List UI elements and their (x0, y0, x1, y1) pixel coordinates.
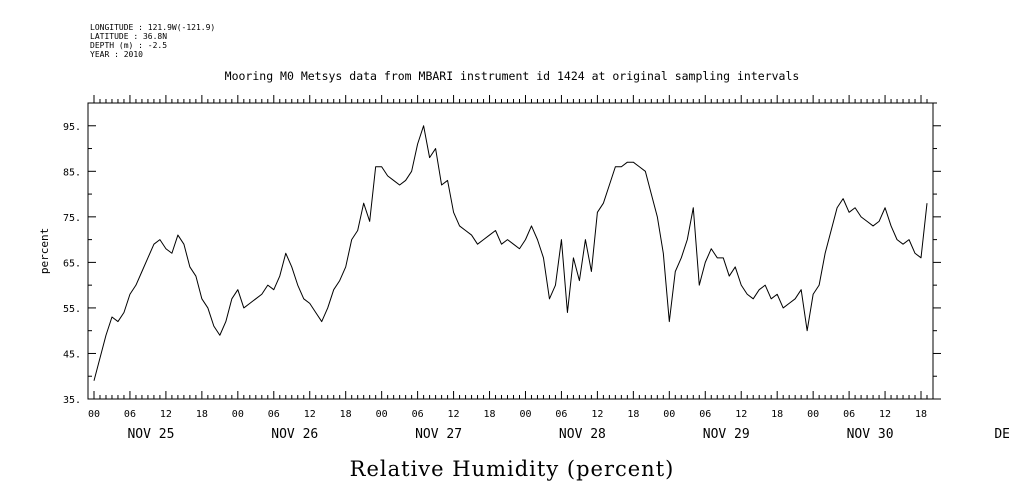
y-tick-label: 85. (63, 167, 81, 178)
x-tick-label: 06 (124, 409, 136, 420)
x-tick-label: 06 (843, 409, 855, 420)
date-label: NOV 28 (559, 427, 606, 442)
x-tick-label: 06 (412, 409, 424, 420)
data-series-layer (93, 125, 928, 381)
x-tick-label: 12 (448, 409, 460, 420)
station-metadata: LONGITUDE : 121.9W(-121.9) LATITUDE : 36… (90, 23, 215, 59)
x-tick-label: 00 (663, 409, 675, 420)
y-tick-label: 65. (63, 258, 81, 269)
x-tick-label: 12 (304, 409, 316, 420)
x-tick-label: 18 (484, 409, 496, 420)
x-tick-label: 12 (735, 409, 747, 420)
y-axis-label: percent (38, 228, 51, 274)
date-label: NOV 26 (271, 427, 318, 442)
y-tick-label: 35. (63, 395, 81, 406)
x-tick-label: 12 (160, 409, 172, 420)
x-axis-date-labels: NOV 25 NOV 26 NOV 27 NOV 28 NOV 29 NOV 30 DEC … (127, 427, 1009, 442)
date-label: DEC 1 (994, 427, 1009, 442)
x-tick-label: 18 (915, 409, 927, 420)
y-tick-label: 45. (63, 349, 81, 360)
metadata-longitude: LONGITUDE : 121.9W(-121.9) (90, 23, 215, 32)
metadata-depth: DEPTH (m) : -2.5 (90, 41, 167, 50)
plot-frame (87, 102, 934, 400)
y-tick-label: 55. (63, 304, 81, 315)
y-axis: 35. 45. 55. 65. 75. 85. 95. (63, 102, 941, 406)
x-tick-label: 00 (376, 409, 388, 420)
y-tick-label: 75. (63, 213, 81, 224)
date-label: NOV 25 (127, 427, 174, 442)
x-axis: 00 06 12 18 00 06 12 18 00 06 12 18 00 06 12 18 00 06 12 18… (88, 95, 928, 420)
date-label: NOV 27 (415, 427, 462, 442)
date-label: NOV 30 (847, 427, 894, 442)
metadata-year: YEAR : 2010 (90, 50, 143, 59)
x-tick-label: 18 (340, 409, 352, 420)
x-tick-label: 00 (232, 409, 244, 420)
x-tick-label: 18 (771, 409, 783, 420)
x-tick-label: 06 (268, 409, 280, 420)
x-tick-label: 00 (519, 409, 531, 420)
x-tick-label: 00 (807, 409, 819, 420)
series-line (93, 125, 928, 381)
x-tick-label: 06 (555, 409, 567, 420)
x-tick-label: 12 (591, 409, 603, 420)
x-tick-label: 18 (196, 409, 208, 420)
date-label: NOV 29 (703, 427, 750, 442)
x-axis-label: Relative Humidity (percent) (350, 457, 675, 481)
x-tick-label: 12 (879, 409, 891, 420)
y-tick-label: 95. (63, 122, 81, 133)
chart-title: Mooring M0 Metsys data from MBARI instru… (225, 69, 800, 83)
x-tick-label: 00 (88, 409, 100, 420)
x-tick-label: 06 (699, 409, 711, 420)
x-tick-label: 18 (627, 409, 639, 420)
metadata-latitude: LATITUDE : 36.8N (90, 32, 167, 41)
